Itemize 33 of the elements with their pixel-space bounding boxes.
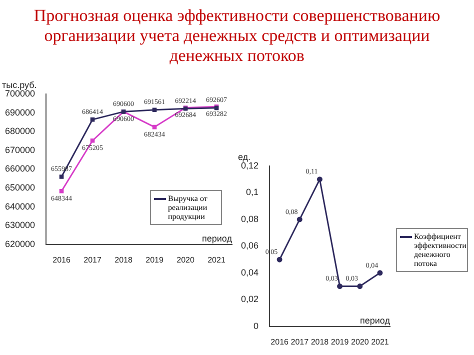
legend-label: Выручка от реализации продукции bbox=[168, 194, 208, 221]
x-axis-title: период bbox=[202, 233, 233, 244]
y-tick-label: 650000 bbox=[4, 182, 36, 192]
x-tick-label: 2021 bbox=[208, 255, 226, 264]
y-tick-label: 660000 bbox=[4, 164, 36, 174]
y-tick-label: 640000 bbox=[4, 201, 36, 212]
y-axis-title: ед. bbox=[238, 152, 251, 162]
x-tick-label: 2018 bbox=[114, 255, 133, 264]
y-tick-label: 670000 bbox=[4, 144, 36, 155]
x-tick-label: 2020 bbox=[350, 337, 370, 346]
y-tick-label: 680000 bbox=[4, 126, 36, 136]
x-tick-label: 2017 bbox=[290, 337, 310, 346]
y-tick-label: 0,04 bbox=[240, 267, 259, 278]
x-tick-label: 2020 bbox=[176, 255, 195, 264]
x-tick-label: 2016 bbox=[270, 337, 290, 346]
y-tick-label: 0,08 bbox=[240, 214, 259, 224]
y-tick-label: 630000 bbox=[4, 220, 36, 230]
y-tick-label: 690000 bbox=[4, 107, 36, 118]
x-tick-label: 2021 bbox=[371, 337, 390, 346]
x-tick-label: 2016 bbox=[52, 255, 71, 264]
x-tick-label: 2019 bbox=[330, 337, 350, 346]
x-axis-title: период bbox=[360, 315, 391, 326]
legend-label: Коэффициент эффективности денежного потока bbox=[414, 232, 466, 268]
y-tick-label: 0,1 bbox=[246, 187, 259, 198]
y-tick-label: 620000 bbox=[4, 238, 36, 249]
y-tick-label: 0 bbox=[254, 320, 259, 331]
x-tick-label: 2019 bbox=[146, 255, 164, 264]
y-tick-label: 0,02 bbox=[240, 294, 259, 304]
y-tick-label: 0,06 bbox=[240, 240, 259, 251]
x-tick-label: 2018 bbox=[310, 337, 330, 346]
x-tick-label: 2017 bbox=[84, 255, 102, 264]
y-axis-title: тыс.руб. bbox=[2, 80, 37, 90]
chart-title: Прогнозная оценка эффективности совершенствованию организации учета денежных средств и оптимизации денежных потоков bbox=[32, 6, 442, 66]
